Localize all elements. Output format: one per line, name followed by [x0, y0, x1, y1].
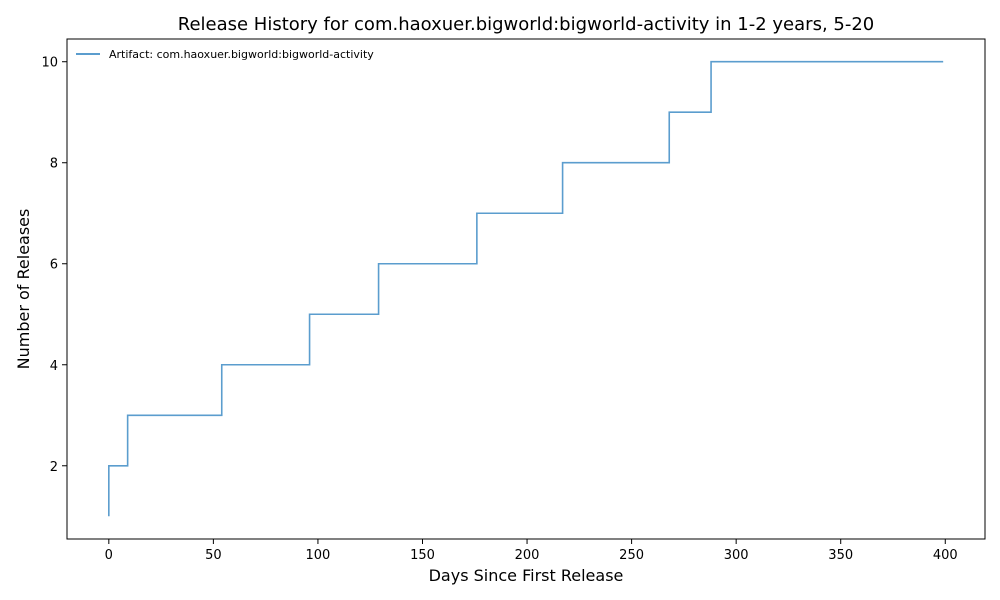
y-tick-label: 10: [41, 56, 58, 71]
legend: Artifact: com.haoxuer.bigworld:bigworld-…: [76, 48, 374, 61]
x-tick-label: 50: [205, 548, 222, 563]
x-tick-label: 300: [724, 548, 749, 563]
y-tick-label: 2: [50, 460, 58, 475]
legend-entry-label: Artifact: com.haoxuer.bigworld:bigworld-…: [109, 48, 374, 61]
y-axis-ticks: 2 4 6 8 10: [41, 56, 67, 475]
x-tick-label: 400: [933, 548, 958, 563]
x-axis-label: Days Since First Release: [429, 566, 624, 585]
x-tick-label: 0: [105, 548, 113, 563]
y-tick-label: 8: [50, 157, 58, 172]
x-axis-ticks: 0 50 100 150 200 250 300 350 400: [105, 539, 958, 563]
x-tick-label: 200: [515, 548, 540, 563]
plot-frame: [66, 38, 986, 540]
x-tick-label: 250: [619, 548, 644, 563]
y-tick-label: 4: [50, 359, 58, 374]
x-tick-label: 350: [828, 548, 853, 563]
x-tick-label: 100: [306, 548, 331, 563]
y-axis-label: Number of Releases: [14, 209, 33, 370]
x-tick-label: 150: [410, 548, 435, 563]
plot-area: [108, 60, 944, 517]
series-line: [108, 60, 944, 517]
y-tick-label: 6: [50, 258, 58, 273]
chart-title: Release History for com.haoxuer.bigworld…: [178, 14, 875, 35]
